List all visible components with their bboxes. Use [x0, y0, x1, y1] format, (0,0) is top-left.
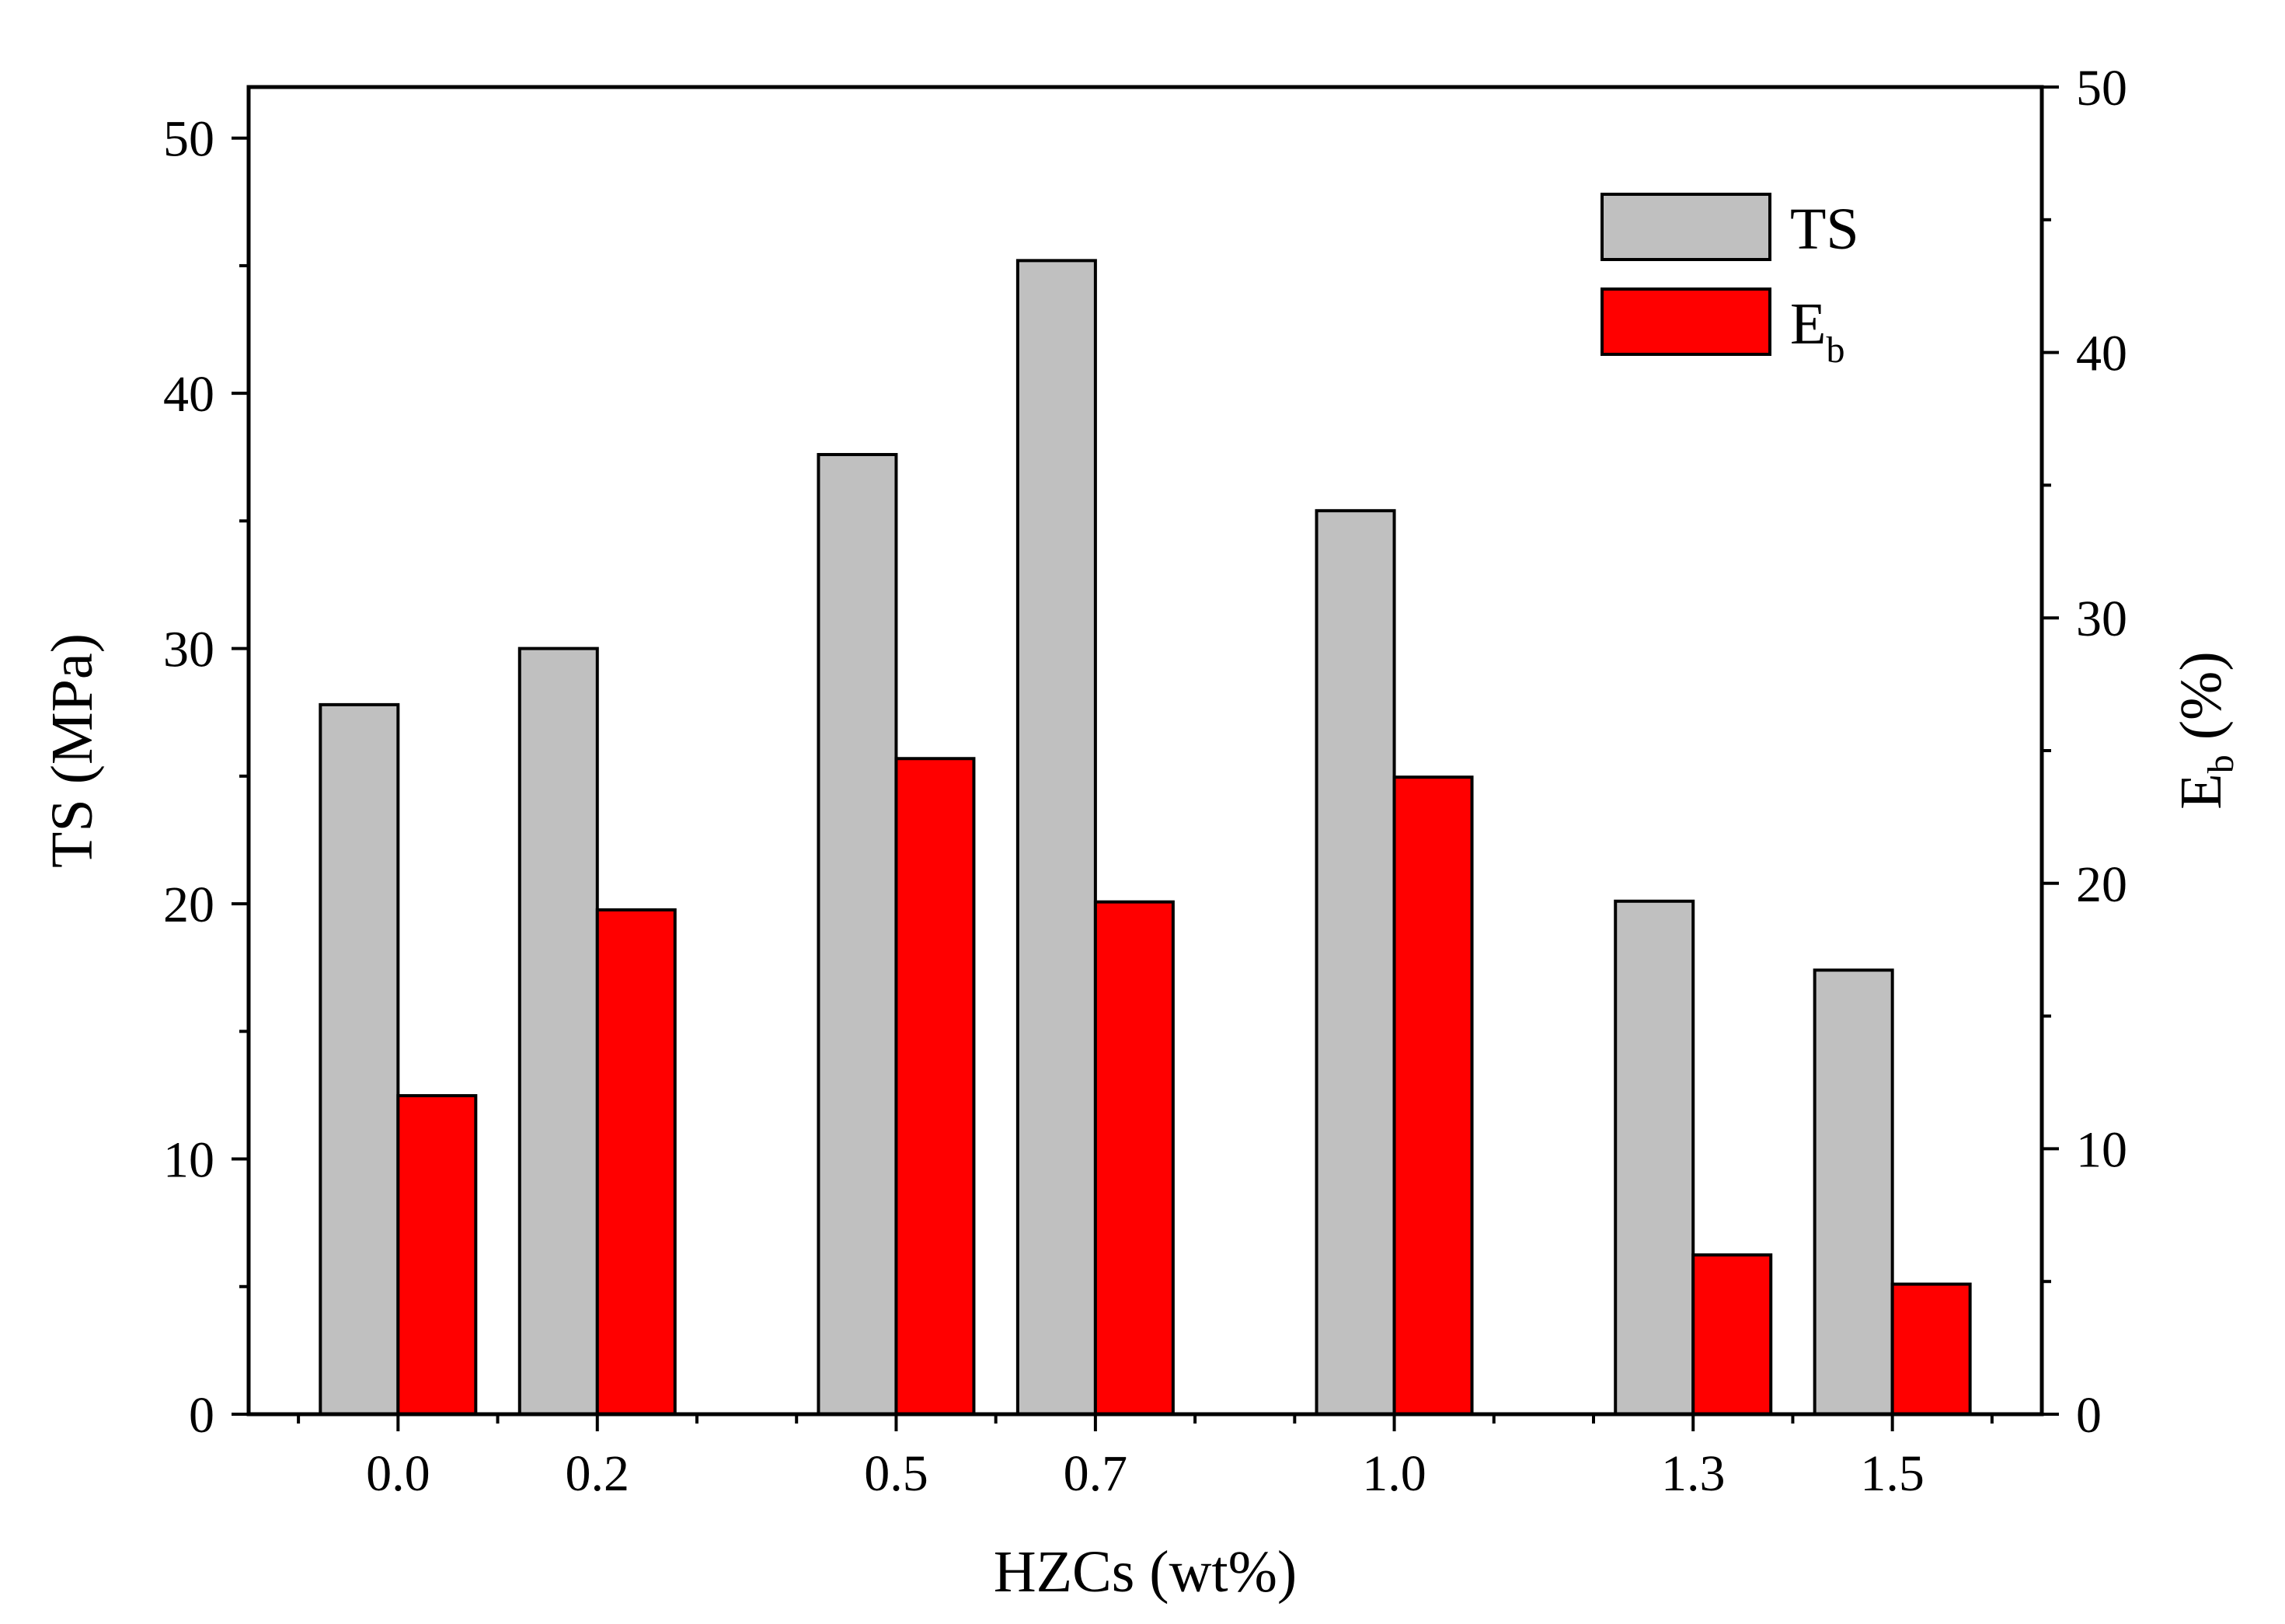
legend-swatch-ts	[1601, 193, 1771, 261]
x-axis: 0.0 0.2 0.5 0.7 1.0 1.3 1.5	[297, 1414, 1994, 1502]
left-axis: 0 10 20 30 40 50	[163, 111, 249, 1444]
x-tick-label-0.0: 0.0	[366, 1445, 430, 1502]
bars-layer	[319, 259, 1972, 1417]
x-tick-label-1.3: 1.3	[1661, 1445, 1726, 1502]
bar-eb-1.5	[1890, 1282, 1972, 1416]
left-axis-title: TS (MPa)	[40, 633, 105, 868]
bar-ts-0.0	[319, 702, 400, 1416]
left-tick-label-30: 30	[163, 622, 214, 678]
x-tick-label-0.2: 0.2	[566, 1445, 630, 1502]
x-tick-label-0.7: 0.7	[1064, 1445, 1128, 1502]
bar-ts-0.5	[817, 452, 898, 1416]
legend: TS Eb	[1601, 193, 1859, 371]
right-tick-label-10: 10	[2076, 1121, 2127, 1178]
x-tick-label-1.0: 1.0	[1362, 1445, 1426, 1502]
x-axis-title: HZCs (wt%)	[994, 1539, 1298, 1605]
left-tick-label-0: 0	[189, 1387, 214, 1444]
right-axis-title: Eb (%)	[2168, 651, 2241, 809]
right-tick-label-40: 40	[2076, 326, 2127, 382]
legend-swatch-eb	[1601, 288, 1771, 356]
x-tick-label-1.5: 1.5	[1860, 1445, 1924, 1502]
right-tick-label-50: 50	[2076, 60, 2127, 117]
bar-ts-0.2	[517, 646, 599, 1416]
right-tick-label-20: 20	[2076, 856, 2127, 913]
bar-eb-0.5	[894, 757, 976, 1416]
x-tick-label-0.5: 0.5	[864, 1445, 928, 1502]
bar-eb-0.0	[396, 1094, 478, 1416]
left-tick-label-50: 50	[163, 111, 214, 168]
legend-label-eb: Eb	[1790, 291, 1844, 371]
bar-eb-1.3	[1691, 1253, 1773, 1417]
left-tick-label-40: 40	[163, 366, 214, 423]
bar-ts-1.3	[1614, 899, 1695, 1417]
bar-ts-1.0	[1315, 509, 1396, 1417]
bar-eb-0.2	[595, 908, 677, 1416]
left-tick-label-20: 20	[163, 876, 214, 933]
left-tick-label-10: 10	[163, 1132, 214, 1189]
bar-ts-1.5	[1813, 968, 1894, 1416]
right-tick-label-30: 30	[2076, 591, 2127, 647]
right-axis: 0 10 20 30 40 50	[2042, 60, 2127, 1444]
bar-eb-0.7	[1093, 900, 1175, 1417]
right-tick-label-0: 0	[2076, 1387, 2102, 1444]
bar-eb-1.0	[1392, 775, 1474, 1416]
bar-ts-0.7	[1015, 259, 1097, 1416]
legend-label-ts: TS	[1790, 197, 1859, 262]
